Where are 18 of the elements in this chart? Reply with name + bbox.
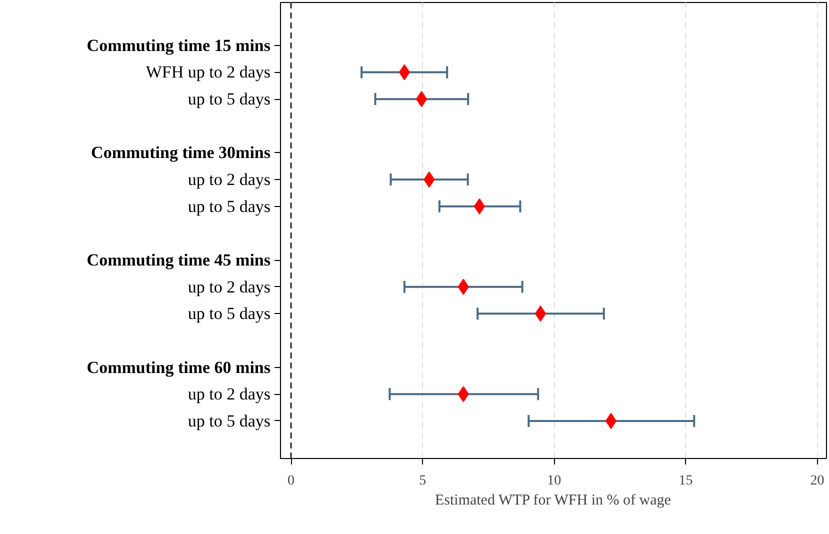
y-tick-label: WFH up to 2 days — [146, 62, 271, 82]
x-tick-label: 15 — [678, 474, 693, 488]
x-tick-label: 20 — [810, 474, 824, 488]
x-tick-label: 5 — [419, 474, 426, 488]
y-tick-label: up to 2 days — [188, 277, 271, 296]
y-tick-label: up to 5 days — [188, 196, 271, 216]
y-tick-label: up to 5 days — [188, 304, 271, 324]
y-tick-label: Commuting time 45 mins — [86, 250, 271, 270]
y-tick-label: up to 5 days — [188, 411, 271, 430]
y-tick-label: up to 2 days — [188, 384, 271, 404]
y-tick-label: up to 5 days — [188, 90, 271, 109]
x-axis-title: Estimated WTP for WFH in % of wage — [434, 492, 672, 508]
y-tick-label: Commuting time 60 mins — [86, 358, 271, 377]
y-tick-label: Commuting time 15 mins — [86, 36, 271, 55]
y-tick-label: up to 2 days — [188, 170, 271, 190]
y-tick-label: Commuting time 30mins — [91, 143, 271, 162]
x-tick-label: 0 — [288, 474, 295, 488]
x-tick-label: 10 — [547, 474, 562, 488]
